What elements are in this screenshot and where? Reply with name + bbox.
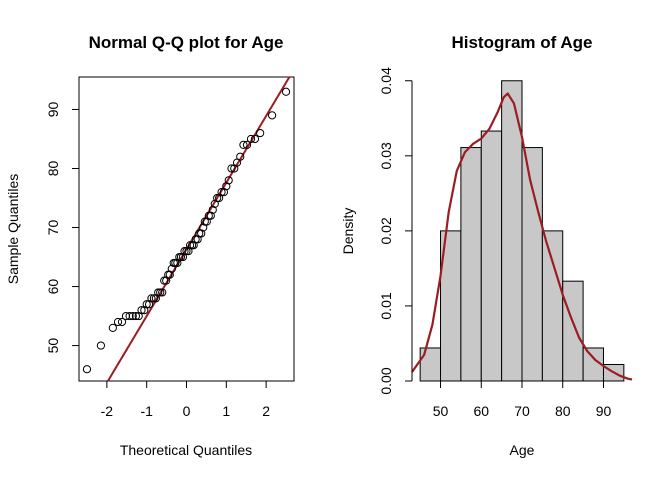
histogram-y-tick-label: 0.02 [378,217,394,244]
qq-point [176,252,186,262]
histogram-x-axis: 50 60 70 80 90 [433,380,612,419]
qq-point [165,270,174,279]
qq-y-tick-label: 70 [45,220,61,236]
qq-point [195,229,204,238]
qq-point [199,223,208,232]
histogram-bar [419,347,442,382]
histogram-x-tick-label: 80 [555,403,571,419]
histogram-title: Histogram of Age [451,33,592,52]
qq-point [125,311,134,321]
qq-y-tick-label: 50 [45,338,61,354]
qq-point [149,294,158,303]
qq-y-tick-label: 80 [45,160,61,176]
qq-point [185,241,195,250]
qq-x-axis-label: Theoretical Quantiles [120,442,252,458]
qq-point [180,247,189,256]
qq-point [236,152,245,161]
histogram-bars [419,80,625,382]
qq-point [167,264,176,273]
qq-point [217,188,226,197]
qq-point [239,140,248,149]
qq-point [268,111,277,120]
qq-point [178,252,188,262]
qq-point [156,288,165,297]
histogram-x-tick-label: 90 [596,403,612,419]
histogram-y-tick-label: 0.00 [378,367,394,394]
qq-point [128,311,137,321]
qq-point [281,87,291,96]
qq-point [117,317,127,327]
qq-point [246,134,256,144]
histogram-bar [541,230,564,382]
qq-x-tick-label: 1 [222,403,230,419]
qq-reference-line [107,76,291,382]
histogram-x-axis-label: Age [510,442,535,458]
histogram-x-tick-label: 60 [473,403,489,419]
qq-point [171,258,180,268]
qq-point [224,176,233,185]
histogram-x-tick-label: 50 [433,403,449,419]
qq-point [250,134,260,144]
qq-points [82,87,291,374]
qq-point [193,235,202,244]
qq-point [242,140,252,149]
qq-point [82,365,92,374]
qq-point [189,241,198,250]
histogram-panel: Histogram of Age 50 60 70 80 90 0.00 0.01 0.02… [340,33,633,458]
histogram-x-tick-label: 70 [514,403,530,419]
qq-point [256,128,265,138]
qq-y-axis: 50 60 70 80 90 [45,101,80,354]
qq-point [154,288,163,297]
qq-point [108,323,117,332]
qq-point [206,211,215,220]
qq-point [184,247,193,256]
qq-point [227,164,236,173]
histogram-bar [480,130,503,382]
qq-point [162,276,171,285]
qq-point [158,288,167,297]
qq-point [173,258,182,268]
qq-x-axis: -2 -1 0 1 2 [101,380,270,419]
qq-point [137,306,146,315]
qq-point [182,247,191,256]
histogram-y-axis-label: Density [340,208,356,255]
qq-y-axis-label: Sample Quantiles [5,174,21,285]
qq-x-tick-label: 2 [262,403,270,419]
qq-x-tick-label: 0 [183,403,191,419]
histogram-bar [460,147,482,382]
histogram-bar [562,280,584,382]
qq-y-tick-label: 90 [45,101,61,117]
qq-plot-title: Normal Q-Q plot for Age [89,33,284,52]
qq-point [200,217,209,226]
qq-point [131,311,141,321]
qq-y-tick-label: 60 [45,279,61,295]
qq-point [197,229,206,238]
qq-point [96,341,105,350]
qq-point [204,211,213,220]
qq-point [113,317,123,327]
qq-x-tick-label: -2 [101,403,114,419]
qq-point [208,205,217,214]
qq-point [202,217,211,226]
qq-point [142,300,151,309]
histogram-y-axis: 0.00 0.01 0.02 0.03 0.04 [378,67,413,395]
histogram-y-tick-label: 0.03 [378,142,394,169]
qq-plot-panel: Normal Q-Q plot for Age -2 -1 0 1 2 50 60 70 80… [5,33,295,458]
histogram-y-tick-label: 0.01 [378,292,394,319]
qq-point [213,193,222,203]
qq-point [191,235,200,244]
qq-point [160,276,169,285]
qq-x-tick-label: -1 [140,403,153,419]
histogram-y-tick-label: 0.04 [378,67,394,94]
qq-point [147,294,156,303]
histogram-bar [521,147,543,382]
density-curve [411,92,633,381]
